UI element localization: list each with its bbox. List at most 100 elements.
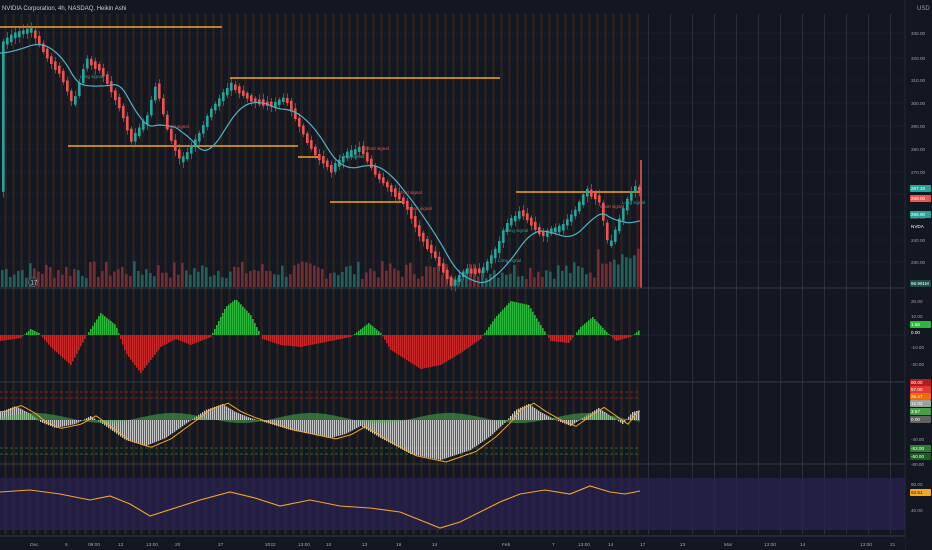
osc1-bar: [52, 335, 54, 349]
candle: [262, 93, 265, 109]
candle-body: [534, 221, 537, 230]
volume-bar: [173, 262, 176, 287]
osc2-bar: [218, 405, 220, 420]
osc1-bar: [144, 335, 146, 368]
osc2-bar: [444, 420, 446, 459]
osc1-bar: [10, 335, 12, 340]
volume-bar: [129, 275, 132, 287]
osc1-bar: [164, 335, 166, 345]
candle: [154, 82, 157, 104]
osc2-bar: [328, 420, 330, 438]
osc2-bar: [366, 420, 368, 430]
osc1-bar: [64, 335, 66, 360]
candle-body: [326, 160, 329, 168]
osc1-bar: [168, 335, 170, 343]
candle-body: [530, 217, 533, 226]
signal-label: Long signal: [622, 200, 645, 205]
osc1-bar: [440, 335, 442, 365]
osc2-bar: [236, 412, 238, 420]
osc2-bar: [374, 420, 376, 435]
osc2-bar: [240, 414, 242, 420]
osc1-bar: [434, 335, 436, 367]
volume-bar: [125, 273, 128, 287]
osc2-bar: [436, 420, 438, 460]
osc2-bar: [114, 420, 116, 433]
candle: [82, 63, 85, 86]
osc2-bar: [276, 420, 278, 426]
tradingview-logo-icon[interactable]: 17: [28, 277, 38, 287]
candle: [578, 199, 581, 215]
osc1-bar: [474, 335, 476, 344]
candle-body: [538, 227, 541, 235]
volume-bar: [613, 259, 616, 287]
candle: [130, 126, 133, 145]
osc1-bar: [202, 335, 204, 341]
osc2-bar: [164, 420, 166, 439]
osc2-bar: [508, 418, 510, 420]
osc1-bar: [150, 335, 152, 360]
candle-body: [58, 65, 61, 74]
osc1-bar: [62, 335, 64, 358]
osc1-bar: [36, 332, 38, 335]
grid-vertical: [648, 14, 649, 534]
candle-body: [202, 124, 205, 134]
osc2-bar: [526, 404, 528, 420]
osc1-bar: [394, 335, 396, 353]
grid-vertical: [824, 14, 825, 534]
osc2-bar: [340, 420, 342, 436]
osc1-bar: [156, 335, 158, 353]
candle-body: [550, 228, 553, 234]
osc2-bar: [126, 420, 128, 441]
candle: [146, 112, 149, 131]
osc2-bar: [108, 420, 110, 429]
osc2-bar: [44, 420, 46, 424]
osc2-bar: [94, 418, 96, 420]
candle-body: [346, 151, 349, 159]
osc2-bar: [440, 420, 442, 460]
osc1-bar: [562, 335, 564, 343]
volume-bar: [277, 274, 280, 287]
osc2-bar: [386, 420, 388, 442]
osc1-bar: [112, 322, 114, 335]
time-tick: 20: [175, 542, 181, 548]
osc2-bar: [336, 420, 338, 437]
osc2-bar: [472, 420, 474, 449]
osc2-bar: [250, 418, 252, 420]
volume-bar: [305, 262, 308, 287]
volume-bar: [601, 263, 604, 287]
candle-body: [330, 164, 333, 173]
volume-bar: [497, 277, 500, 287]
osc1-bar: [116, 327, 118, 335]
osc2-bar: [148, 420, 150, 445]
candle-body: [434, 251, 437, 259]
osc2-bar: [254, 419, 256, 420]
osc2-bar: [304, 420, 306, 433]
volume-bar: [77, 270, 80, 287]
osc1-bar: [200, 335, 202, 341]
osc1-bar: [304, 335, 306, 347]
candle: [510, 214, 513, 229]
volume-bar: [633, 255, 636, 287]
candle: [558, 223, 561, 236]
osc1-bar: [566, 335, 568, 343]
osc1-bar: [436, 335, 438, 366]
volume-bar: [157, 265, 160, 287]
volume-bar: [97, 276, 100, 287]
candle-body: [494, 248, 497, 259]
osc2-bar: [450, 420, 452, 457]
axis-tick: -10.00: [911, 345, 924, 350]
candle: [594, 189, 597, 205]
axis-tick: 40.00: [911, 508, 923, 513]
osc2-bar: [618, 420, 620, 422]
volume-bar: [589, 272, 592, 287]
time-axis[interactable]: Dec 6 09:00 13 13:00 20 27 2022 13:00 10 13 19 24 Feb…: [0, 537, 905, 550]
axis-tick: 240.00: [911, 238, 925, 243]
osc1-bar: [160, 335, 162, 347]
osc2-bar: [144, 420, 146, 446]
osc2-bar: [518, 408, 520, 420]
candle-body: [174, 139, 177, 151]
osc1-bar: [414, 335, 416, 366]
osc2-bar: [576, 420, 578, 422]
osc1-bar: [490, 324, 492, 335]
